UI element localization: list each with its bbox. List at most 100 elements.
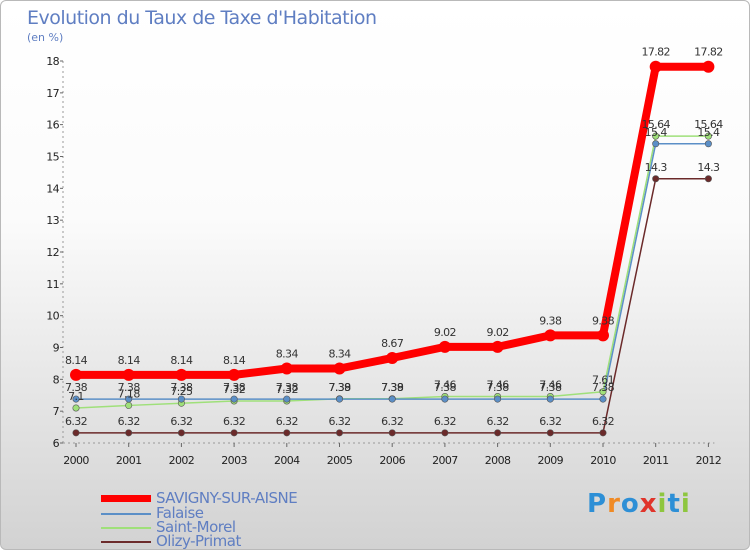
x-tick-label: 2007 bbox=[432, 454, 458, 467]
legend-swatch-falaise bbox=[101, 513, 151, 515]
data-point-saint-morel bbox=[704, 132, 712, 140]
y-tick-label: 7 bbox=[53, 405, 60, 418]
x-tick-label: 2002 bbox=[169, 454, 195, 467]
data-label-falaise: 7.38 bbox=[434, 381, 457, 394]
data-point-saint-morel bbox=[125, 401, 133, 409]
legend-swatch-saint-morel bbox=[101, 527, 151, 529]
proxiti-logo: Proxiti bbox=[587, 489, 691, 519]
data-label-falaise: 15.4 bbox=[697, 126, 720, 139]
y-tick-label: 9 bbox=[53, 342, 60, 355]
data-point-savigny-sur-aisne bbox=[386, 352, 399, 365]
legend-swatch-olizy-primat bbox=[101, 541, 151, 543]
x-tick-label: 2004 bbox=[274, 454, 300, 467]
data-point-olizy-primat bbox=[177, 429, 185, 437]
y-tick-label: 18 bbox=[46, 55, 59, 68]
data-label-olizy-primat: 6.32 bbox=[65, 415, 87, 428]
x-tick-label: 2009 bbox=[537, 454, 563, 467]
data-label-falaise: 7.38 bbox=[118, 381, 141, 394]
data-label-olizy-primat: 6.32 bbox=[170, 415, 192, 428]
data-point-falaise bbox=[652, 140, 660, 148]
data-label-savigny-sur-aisne: 8.14 bbox=[118, 354, 141, 367]
y-tick-label: 17 bbox=[46, 87, 59, 100]
y-tick-label: 6 bbox=[53, 437, 60, 450]
data-label-savigny-sur-aisne: 8.14 bbox=[65, 354, 88, 367]
data-point-falaise bbox=[72, 395, 80, 403]
data-point-savigny-sur-aisne bbox=[702, 60, 715, 73]
y-tick-label: 15 bbox=[46, 151, 59, 164]
y-tick-label: 16 bbox=[46, 119, 59, 132]
data-point-olizy-primat bbox=[494, 429, 502, 437]
data-point-savigny-sur-aisne bbox=[70, 368, 82, 381]
data-label-savigny-sur-aisne: 9.38 bbox=[539, 314, 562, 327]
data-label-falaise: 7.38 bbox=[276, 381, 299, 394]
data-label-savigny-sur-aisne: 8.14 bbox=[223, 354, 246, 367]
x-tick-label: 2010 bbox=[590, 454, 616, 467]
data-label-saint-morel: 7.39 bbox=[328, 381, 351, 394]
y-tick-label: 14 bbox=[46, 182, 59, 195]
logo-letter: i bbox=[657, 489, 668, 519]
data-label-savigny-sur-aisne: 8.14 bbox=[170, 354, 193, 367]
data-label-saint-morel: 15.64 bbox=[641, 118, 670, 131]
data-point-saint-morel bbox=[599, 388, 607, 396]
data-point-falaise bbox=[388, 395, 396, 403]
data-point-olizy-primat bbox=[72, 429, 80, 437]
data-label-savigny-sur-aisne: 17.82 bbox=[641, 46, 670, 59]
data-labels: 6.32 6.32 6.32 6.32 6.32 6.32 6.32 6.32 6.32 6.32… bbox=[65, 46, 724, 428]
data-label-savigny-sur-aisne: 8.34 bbox=[276, 348, 299, 361]
data-point-olizy-primat bbox=[230, 429, 238, 437]
legend-swatch-savigny bbox=[101, 495, 151, 502]
data-label-saint-morel: 7.46 bbox=[539, 379, 562, 392]
data-label-olizy-primat: 6.32 bbox=[592, 415, 614, 428]
y-tick-label: 8 bbox=[53, 373, 60, 386]
data-label-falaise: 7.38 bbox=[592, 381, 615, 394]
data-label-savigny-sur-aisne: 9.38 bbox=[592, 314, 615, 327]
data-point-savigny-sur-aisne bbox=[333, 362, 346, 375]
legend-label-savigny: SAVIGNY-SUR-AISNE bbox=[156, 489, 298, 507]
data-point-savigny-sur-aisne bbox=[280, 362, 293, 375]
data-point-olizy-primat bbox=[652, 175, 660, 183]
logo-letter: o bbox=[620, 489, 640, 519]
data-point-savigny-sur-aisne bbox=[649, 60, 662, 73]
data-point-falaise bbox=[230, 395, 238, 403]
data-label-falaise: 7.38 bbox=[487, 381, 510, 394]
y-tick-label: 10 bbox=[46, 310, 59, 323]
logo-letter: t bbox=[667, 489, 681, 519]
data-label-olizy-primat: 6.32 bbox=[381, 415, 403, 428]
data-point-olizy-primat bbox=[441, 429, 449, 437]
y-tick-label: 13 bbox=[46, 214, 59, 227]
data-label-saint-morel: 7.46 bbox=[434, 379, 457, 392]
data-point-savigny-sur-aisne bbox=[438, 340, 451, 353]
data-point-olizy-primat bbox=[546, 429, 554, 437]
data-point-savigny-sur-aisne bbox=[228, 368, 241, 381]
x-tick-label: 2000 bbox=[63, 454, 89, 467]
x-tick-label: 2008 bbox=[485, 454, 511, 467]
data-label-savigny-sur-aisne: 8.67 bbox=[381, 337, 404, 350]
data-point-savigny-sur-aisne bbox=[491, 340, 504, 353]
data-point-falaise bbox=[441, 395, 449, 403]
data-label-olizy-primat: 6.32 bbox=[539, 415, 561, 428]
data-point-savigny-sur-aisne bbox=[544, 329, 557, 342]
data-point-falaise bbox=[283, 395, 291, 403]
data-point-olizy-primat bbox=[125, 429, 133, 437]
data-point-olizy-primat bbox=[283, 429, 291, 437]
chart-title: Evolution du Taux de Taxe d'Habitation bbox=[27, 7, 377, 29]
data-point-savigny-sur-aisne bbox=[122, 368, 135, 381]
x-tick-label: 2006 bbox=[379, 454, 405, 467]
legend-label-falaise: Falaise bbox=[156, 504, 204, 522]
logo-letter: r bbox=[607, 489, 621, 519]
y-tick-label: 11 bbox=[46, 278, 59, 291]
data-label-savigny-sur-aisne: 8.34 bbox=[328, 348, 351, 361]
logo-letter: x bbox=[639, 489, 658, 519]
data-point-olizy-primat bbox=[599, 429, 607, 437]
chart-unit: (en %) bbox=[27, 31, 64, 44]
data-point-falaise bbox=[335, 395, 343, 403]
logo-letter: P bbox=[587, 489, 608, 519]
data-label-savigny-sur-aisne: 9.02 bbox=[487, 326, 509, 339]
data-label-falaise: 15.4 bbox=[645, 126, 668, 139]
data-label-saint-morel: 7.32 bbox=[276, 383, 298, 396]
legend-label-olizy-primat: Olizy-Primat bbox=[156, 532, 241, 550]
data-label-saint-morel: 15.64 bbox=[694, 118, 723, 131]
data-label-saint-morel: 7.46 bbox=[487, 379, 510, 392]
data-label-falaise: 7.38 bbox=[170, 381, 193, 394]
data-label-olizy-primat: 6.32 bbox=[118, 415, 140, 428]
